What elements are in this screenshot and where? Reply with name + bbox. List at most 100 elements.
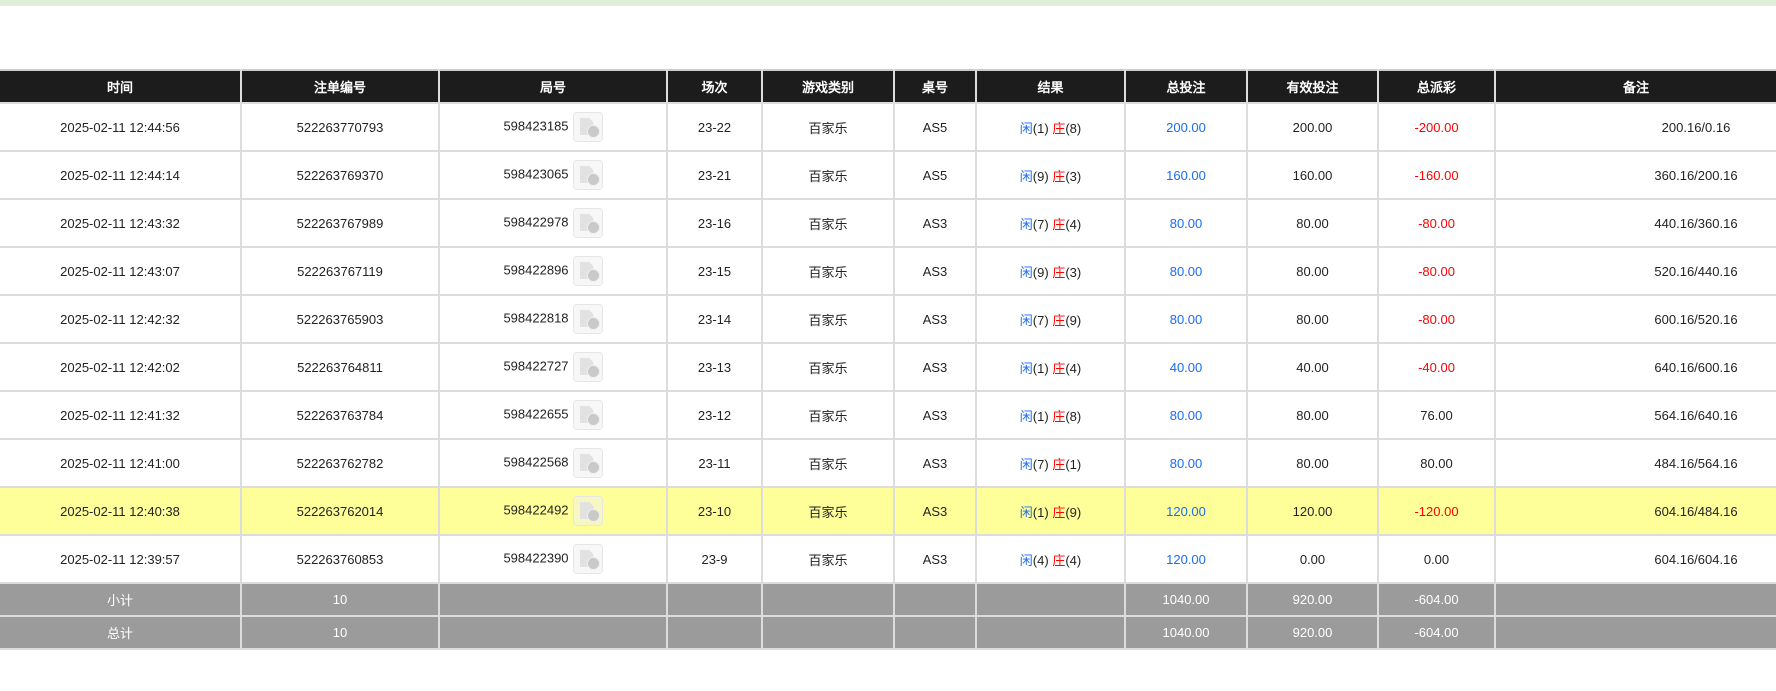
result-cell: 闲(1) 庄(4) <box>975 342 1126 392</box>
total-bet-cell: 80.00 <box>1124 198 1248 248</box>
player-points: (1) <box>1032 408 1049 424</box>
video-file-icon[interactable] <box>572 352 603 382</box>
valid-bet-cell: 80.00 <box>1246 294 1379 344</box>
table-row: 2025-02-11 12:42:02 522263764811 598422727… <box>0 342 1776 392</box>
remark-cell: 604.16/484.16 <box>1494 486 1776 536</box>
empty-cell <box>666 615 763 650</box>
table-no-cell: AS3 <box>893 486 977 536</box>
banker-points: (4) <box>1065 552 1082 568</box>
remark-cell: 360.16/200.16 <box>1494 150 1776 200</box>
game-type-cell: 百家乐 <box>761 438 895 488</box>
valid-bet-cell: 120.00 <box>1246 486 1379 536</box>
video-file-icon[interactable] <box>572 448 603 478</box>
session-cell: 23-13 <box>666 342 763 392</box>
remark-cell: 564.16/640.16 <box>1494 390 1776 440</box>
table-no-cell: AS3 <box>893 342 977 392</box>
video-file-icon[interactable] <box>572 304 603 334</box>
total-payout: -604.00 <box>1377 615 1496 650</box>
header-remark: 备注 <box>1494 69 1776 104</box>
session-cell: 23-15 <box>666 246 763 296</box>
total-valid-bet: 920.00 <box>1246 615 1379 650</box>
bet-id-cell: 522263767119 <box>240 246 440 296</box>
session-cell: 23-12 <box>666 390 763 440</box>
bet-id-cell: 522263764811 <box>240 342 440 392</box>
round-number: 598422568 <box>503 454 569 470</box>
banker-points: (1) <box>1065 456 1082 472</box>
total-bet-cell: 80.00 <box>1124 438 1248 488</box>
header-payout: 总派彩 <box>1377 69 1496 104</box>
video-file-icon[interactable] <box>572 256 603 286</box>
result-cell: 闲(7) 庄(9) <box>975 294 1126 344</box>
video-file-icon[interactable] <box>572 400 603 430</box>
time-cell: 2025-02-11 12:43:32 <box>0 198 242 248</box>
subtotal-valid-bet: 920.00 <box>1246 582 1379 617</box>
round-cell: 598422896 <box>438 246 668 296</box>
player-label: 闲 <box>1019 552 1033 568</box>
bet-id-cell: 522263760853 <box>240 534 440 584</box>
remark-cell: 600.16/520.16 <box>1494 294 1776 344</box>
empty-cell <box>761 582 895 617</box>
game-type-cell: 百家乐 <box>761 390 895 440</box>
video-file-icon[interactable] <box>572 496 603 526</box>
valid-bet-cell: 80.00 <box>1246 438 1379 488</box>
header-round: 局号 <box>438 69 668 104</box>
banker-label: 庄 <box>1052 168 1066 184</box>
round-number: 598423065 <box>503 166 569 182</box>
result-cell: 闲(7) 庄(1) <box>975 438 1126 488</box>
video-file-icon[interactable] <box>572 160 603 190</box>
round-cell: 598422978 <box>438 198 668 248</box>
result-cell: 闲(4) 庄(4) <box>975 534 1126 584</box>
payout-cell: -120.00 <box>1377 486 1496 536</box>
payout-cell: -200.00 <box>1377 102 1496 152</box>
round-number: 598422818 <box>503 310 569 326</box>
video-file-icon[interactable] <box>572 112 603 142</box>
session-cell: 23-9 <box>666 534 763 584</box>
total-bet-cell: 160.00 <box>1124 150 1248 200</box>
payout-cell: 76.00 <box>1377 390 1496 440</box>
result-cell: 闲(9) 庄(3) <box>975 246 1126 296</box>
round-cell: 598422492 <box>438 486 668 536</box>
table-no-cell: AS5 <box>893 102 977 152</box>
result-cell: 闲(7) 庄(4) <box>975 198 1126 248</box>
table-header: 时间 注单编号 局号 场次 游戏类别 桌号 结果 总投注 有效投注 总派彩 备注 <box>0 69 1776 104</box>
banker-points: (3) <box>1065 168 1082 184</box>
banker-points: (4) <box>1065 216 1082 232</box>
total-count: 10 <box>240 615 440 650</box>
banker-points: (9) <box>1065 312 1082 328</box>
player-points: (7) <box>1032 312 1049 328</box>
header-session: 场次 <box>666 69 763 104</box>
result-cell: 闲(1) 庄(8) <box>975 102 1126 152</box>
video-file-icon[interactable] <box>572 208 603 238</box>
session-cell: 23-11 <box>666 438 763 488</box>
player-points: (7) <box>1032 456 1049 472</box>
time-cell: 2025-02-11 12:41:32 <box>0 390 242 440</box>
total-bet-cell: 200.00 <box>1124 102 1248 152</box>
bet-id-cell: 522263763784 <box>240 390 440 440</box>
video-file-icon[interactable] <box>572 544 603 574</box>
empty-cell <box>761 615 895 650</box>
table-row: 2025-02-11 12:42:32 522263765903 598422818… <box>0 294 1776 344</box>
player-label: 闲 <box>1019 120 1033 136</box>
player-label: 闲 <box>1019 168 1033 184</box>
banker-label: 庄 <box>1052 504 1066 520</box>
round-cell: 598422818 <box>438 294 668 344</box>
round-number: 598422492 <box>503 502 569 518</box>
table-no-cell: AS3 <box>893 390 977 440</box>
bet-id-cell: 522263765903 <box>240 294 440 344</box>
payout-cell: -40.00 <box>1377 342 1496 392</box>
header-table-no: 桌号 <box>893 69 977 104</box>
total-total-bet: 1040.00 <box>1124 615 1248 650</box>
top-bar <box>0 0 1776 6</box>
time-cell: 2025-02-11 12:44:56 <box>0 102 242 152</box>
subtotal-payout: -604.00 <box>1377 582 1496 617</box>
round-number: 598422390 <box>503 550 569 566</box>
time-cell: 2025-02-11 12:42:32 <box>0 294 242 344</box>
table-row: 2025-02-11 12:39:57 522263760853 598422390… <box>0 534 1776 584</box>
empty-cell <box>666 582 763 617</box>
bet-id-cell: 522263767989 <box>240 198 440 248</box>
bet-id-cell: 522263762014 <box>240 486 440 536</box>
player-points: (7) <box>1032 216 1049 232</box>
game-type-cell: 百家乐 <box>761 102 895 152</box>
empty-cell <box>438 582 668 617</box>
player-points: (9) <box>1032 264 1049 280</box>
